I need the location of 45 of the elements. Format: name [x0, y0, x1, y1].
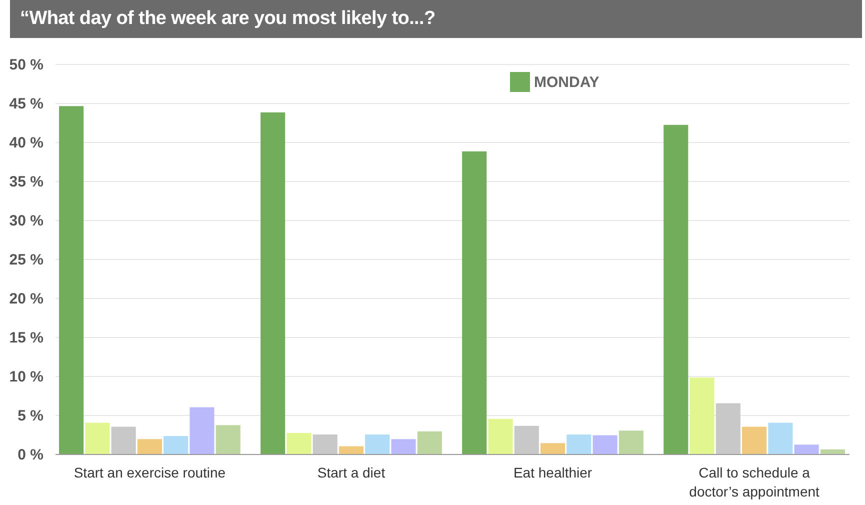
bar — [190, 407, 214, 454]
y-tick-label: 30 % — [9, 212, 44, 230]
y-tick-label: 45 % — [9, 96, 44, 112]
x-tick-label: Eat healthier — [513, 464, 592, 480]
y-tick-label: 25 % — [9, 252, 44, 268]
bar — [462, 151, 487, 454]
y-tick-label: 10 % — [9, 368, 44, 386]
y-tick-label: 15 % — [9, 330, 44, 346]
bar — [514, 426, 539, 454]
bar — [690, 378, 714, 454]
bar — [618, 430, 644, 454]
bar — [216, 425, 240, 454]
bar — [137, 439, 162, 454]
bar — [742, 426, 767, 454]
y-tick-label: 50 % — [9, 56, 44, 74]
bar — [592, 435, 618, 454]
bar — [286, 432, 312, 454]
bar — [312, 434, 338, 454]
y-tick-label: 5 % — [18, 408, 44, 424]
bar — [85, 422, 110, 454]
x-tick-label: Start an exercise routine — [74, 464, 226, 480]
x-tick-label: Call to schedule a doctor’s appointment — [689, 464, 820, 500]
bar — [164, 436, 188, 454]
bar — [664, 124, 688, 454]
bar — [488, 418, 513, 454]
chart-title: “What day of the week are you most likely to...? — [10, 0, 862, 38]
bar — [716, 403, 740, 454]
bar — [260, 112, 286, 454]
bar — [540, 443, 566, 454]
bar — [338, 446, 364, 454]
bar — [768, 422, 793, 454]
bar — [59, 106, 84, 454]
bar — [365, 434, 390, 454]
y-tick-label: 40 % — [9, 134, 44, 152]
x-tick-label: Start a diet — [317, 464, 386, 480]
legend-label: MONDAY — [534, 74, 600, 91]
bar — [820, 449, 845, 454]
bar — [566, 434, 592, 454]
bar — [794, 444, 819, 454]
bar — [111, 426, 136, 454]
y-tick-label: 20 % — [9, 290, 44, 308]
y-tick-label: 35 % — [9, 174, 44, 190]
y-tick-label: 0 % — [18, 446, 44, 464]
bar — [417, 431, 442, 454]
bar — [391, 439, 416, 454]
